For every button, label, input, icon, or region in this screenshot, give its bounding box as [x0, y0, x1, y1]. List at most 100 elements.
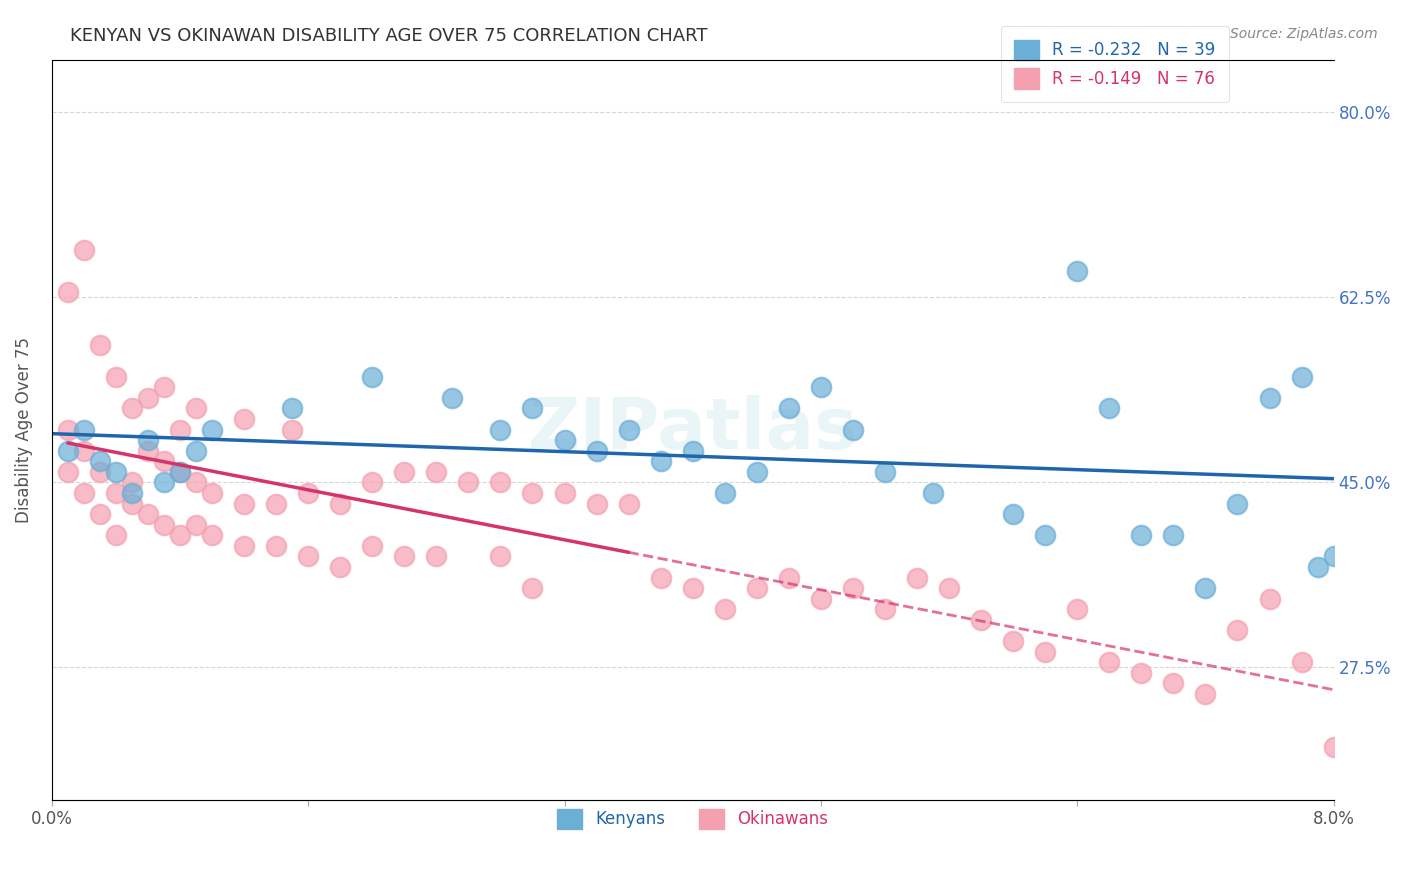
Point [1323, 549, 1346, 564]
Point [136, 443, 159, 458]
Text: ZIPatlas: ZIPatlas [527, 395, 858, 464]
Point [73, 423, 96, 437]
Point [650, 454, 672, 468]
Point [1258, 391, 1281, 405]
Point [745, 581, 768, 595]
Point [810, 591, 832, 606]
Point [1226, 497, 1249, 511]
Point [136, 433, 159, 447]
Point [201, 423, 224, 437]
Point [1130, 528, 1153, 542]
Point [56, 465, 79, 479]
Point [104, 369, 127, 384]
Point [522, 486, 544, 500]
Point [585, 497, 607, 511]
Point [89, 338, 111, 352]
Point [89, 507, 111, 521]
Point [650, 570, 672, 584]
Point [361, 369, 384, 384]
Point [553, 433, 575, 447]
Point [842, 581, 865, 595]
Point [184, 401, 207, 416]
Point [1306, 560, 1329, 574]
Point [1130, 665, 1153, 680]
Point [585, 443, 607, 458]
Point [842, 423, 865, 437]
Point [745, 465, 768, 479]
Point [136, 391, 159, 405]
Point [1194, 581, 1216, 595]
Point [1033, 644, 1056, 658]
Point [425, 465, 447, 479]
Point [713, 602, 735, 616]
Point [778, 401, 800, 416]
Point [778, 570, 800, 584]
Point [1258, 591, 1281, 606]
Point [329, 560, 352, 574]
Point [56, 443, 79, 458]
Point [713, 486, 735, 500]
Point [1098, 655, 1121, 669]
Point [201, 486, 224, 500]
Point [73, 243, 96, 257]
Point [104, 528, 127, 542]
Point [169, 465, 191, 479]
Point [1163, 528, 1185, 542]
Point [457, 475, 479, 490]
Point [184, 443, 207, 458]
Point [1066, 264, 1088, 278]
Point [121, 401, 143, 416]
Point [136, 507, 159, 521]
Point [153, 454, 176, 468]
Point [905, 570, 928, 584]
Point [810, 380, 832, 394]
Point [153, 380, 176, 394]
Point [394, 465, 416, 479]
Point [281, 401, 304, 416]
Point [233, 539, 256, 553]
Point [184, 517, 207, 532]
Point [153, 475, 176, 490]
Point [169, 423, 191, 437]
Point [281, 423, 304, 437]
Point [922, 486, 945, 500]
Point [489, 549, 512, 564]
Point [184, 475, 207, 490]
Point [489, 423, 512, 437]
Point [89, 465, 111, 479]
Text: Source: ZipAtlas.com: Source: ZipAtlas.com [1230, 27, 1378, 41]
Point [56, 285, 79, 300]
Point [361, 539, 384, 553]
Point [233, 412, 256, 426]
Point [970, 613, 993, 627]
Point [121, 475, 143, 490]
Point [1033, 528, 1056, 542]
Point [264, 497, 287, 511]
Point [297, 549, 319, 564]
Point [682, 443, 704, 458]
Point [553, 486, 575, 500]
Point [1323, 739, 1346, 754]
Point [1002, 634, 1025, 648]
Point [1002, 507, 1025, 521]
Point [1066, 602, 1088, 616]
Point [425, 549, 447, 564]
Point [56, 423, 79, 437]
Point [153, 517, 176, 532]
Point [89, 454, 111, 468]
Point [73, 486, 96, 500]
Point [1098, 401, 1121, 416]
Point [394, 549, 416, 564]
Point [441, 391, 464, 405]
Point [121, 497, 143, 511]
Point [1226, 624, 1249, 638]
Legend: Kenyans, Okinawans: Kenyans, Okinawans [551, 802, 835, 836]
Point [104, 465, 127, 479]
Point [617, 423, 640, 437]
Point [361, 475, 384, 490]
Point [1194, 687, 1216, 701]
Point [938, 581, 960, 595]
Point [489, 475, 512, 490]
Point [329, 497, 352, 511]
Point [522, 581, 544, 595]
